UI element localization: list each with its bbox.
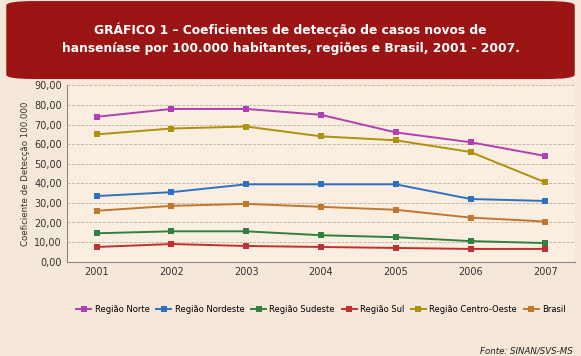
Text: Fonte: SINAN/SVS-MS: Fonte: SINAN/SVS-MS [479, 346, 572, 355]
FancyBboxPatch shape [7, 2, 574, 78]
Y-axis label: Coeficiente de Detecção 100.000: Coeficiente de Detecção 100.000 [21, 101, 30, 246]
Legend: Região Norte, Região Nordeste, Região Sudeste, Região Sul, Região Centro-Oeste, : Região Norte, Região Nordeste, Região Su… [76, 305, 566, 314]
Text: GRÁFICO 1 – Coeficientes de detecção de casos novos de
hanseníase por 100.000 ha: GRÁFICO 1 – Coeficientes de detecção de … [62, 22, 519, 55]
